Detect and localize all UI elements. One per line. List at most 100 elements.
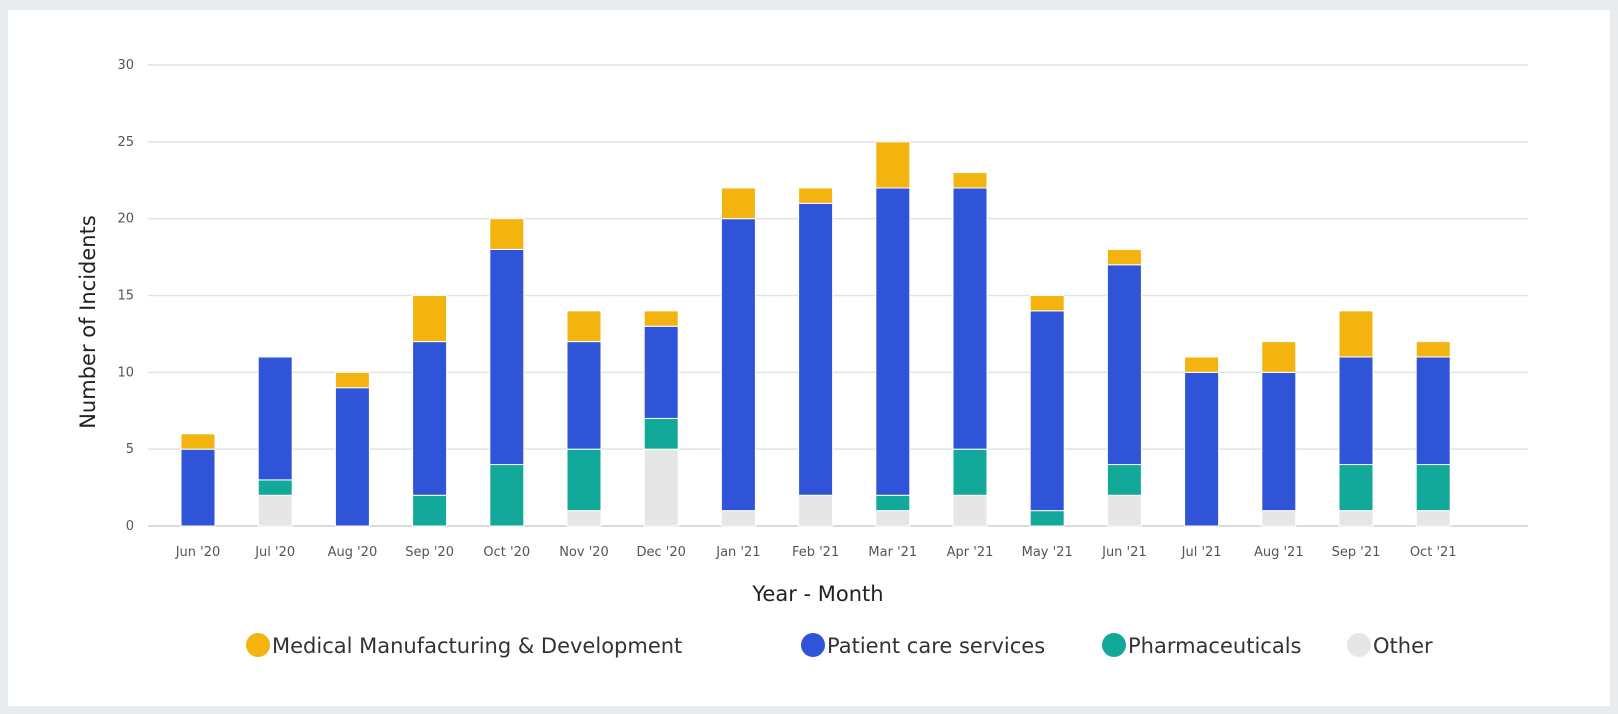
x-tick-label: Oct '20 [483,545,530,560]
bar-segment-pharmaceuticals [1029,510,1065,527]
bar-segment-other [257,494,293,527]
bar-segment-pharmaceuticals [1338,464,1374,512]
bar-segment-other [566,510,602,527]
legend-swatch [1102,633,1126,657]
x-tick-label: Sep '20 [405,545,454,560]
legend-label: Patient care services [827,634,1045,658]
x-tick-label: Mar '21 [868,545,917,560]
legend-label: Other [1373,634,1433,658]
chart-panel: 0 5 10 15 20 25 30 Jun '20 Jul '20 Aug '20 Sep '2… [8,10,1610,706]
y-tick-labels: 0 5 10 15 20 25 30 [117,58,134,534]
x-tick-label: Sep '21 [1332,545,1381,560]
bar-segment-medical-manufacturing-and-development [1029,295,1065,312]
y-tick-label: 5 [126,442,134,457]
bar-segment-patient-care-services [875,187,911,496]
legend-label: Medical Manufacturing & Development [272,634,682,658]
legend-swatch [801,633,825,657]
bar-segment-medical-manufacturing-and-development [489,218,525,250]
x-tick-label: Jul '21 [1181,545,1222,560]
bar-segment-pharmaceuticals [1415,464,1451,512]
x-tick-label: Apr '21 [947,545,994,560]
bar-segment-patient-care-services [798,202,834,496]
bar-segment-pharmaceuticals [1106,464,1142,496]
x-tick-label: Aug '21 [1254,545,1304,560]
bar-segment-pharmaceuticals [412,494,448,527]
bar-segment-pharmaceuticals [257,479,293,496]
legend-label: Pharmaceuticals [1128,634,1301,658]
bar-segment-other [1415,510,1451,527]
x-tick-label: Aug '20 [328,545,378,560]
bar-segment-pharmaceuticals [875,494,911,512]
bar-segment-patient-care-services [566,341,602,450]
bar-segment-patient-care-services [1338,356,1374,466]
bar-segment-patient-care-services [643,325,679,419]
x-tick-label: Feb '21 [792,545,839,560]
bar-segment-medical-manufacturing-and-development [1338,310,1374,358]
x-tick-label: Jul '20 [254,545,295,560]
x-tick-labels: Jun '20 Jul '20 Aug '20 Sep '20 Oct '20 Nov '… [175,545,1457,560]
x-tick-label: Jun '20 [175,545,221,560]
bar-segment-medical-manufacturing-and-development [412,295,448,343]
bar-segment-medical-manufacturing-and-development [1184,356,1220,373]
bar-segment-medical-manufacturing-and-development [875,141,911,189]
y-tick-label: 15 [117,289,134,304]
bar-segment-other [643,448,679,527]
bar-segment-pharmaceuticals [952,448,988,496]
bar-segment-patient-care-services [334,387,370,527]
legend-item-pharmaceuticals: Pharmaceuticals [1102,633,1301,658]
bar-segment-medical-manufacturing-and-development [720,187,756,220]
bar-segment-patient-care-services [1415,356,1451,466]
legend-item-other: Other [1347,633,1433,658]
bar-segment-patient-care-services [952,187,988,450]
bar-segment-medical-manufacturing-and-development [952,172,988,189]
legend: Medical Manufacturing & Development Patie… [246,633,1433,658]
y-tick-label: 0 [126,519,134,534]
bar-segment-other [952,494,988,527]
bar-segment-other [720,510,756,527]
x-tick-label: May '21 [1022,545,1073,560]
bar-segment-medical-manufacturing-and-development [566,310,602,343]
x-axis-title: Year - Month [751,582,883,606]
bar-segment-medical-manufacturing-and-development [798,187,834,204]
bar-segment-medical-manufacturing-and-development [180,433,216,450]
bar-segment-patient-care-services [1184,371,1220,527]
bar-segment-medical-manufacturing-and-development [1106,248,1142,266]
y-axis-title: Number of Incidents [76,215,100,429]
bars [180,141,1451,527]
bar-segment-patient-care-services [412,341,448,496]
bar-segment-patient-care-services [1029,310,1065,512]
bar-segment-medical-manufacturing-and-development [334,371,370,389]
bar-segment-patient-care-services [1261,371,1297,512]
bar-segment-other [1338,510,1374,527]
bar-segment-other [1106,494,1142,527]
bar-segment-patient-care-services [1106,264,1142,466]
bar-segment-patient-care-services [257,356,293,481]
legend-swatch [246,633,270,657]
y-tick-label: 20 [117,212,134,227]
bar-segment-pharmaceuticals [489,464,525,527]
bar-segment-patient-care-services [720,218,756,512]
bar-segment-pharmaceuticals [643,417,679,450]
x-tick-label: Jun '21 [1101,545,1147,560]
x-tick-label: Oct '21 [1410,545,1457,560]
x-tick-label: Dec '20 [636,545,685,560]
y-tick-label: 25 [117,135,134,150]
legend-item-patient-care-services: Patient care services [801,633,1045,658]
bar-segment-medical-manufacturing-and-development [643,310,679,327]
legend-item-medical-manufacturing-and-development: Medical Manufacturing & Development [246,633,682,658]
bar-segment-other [798,494,834,527]
bar-segment-pharmaceuticals [566,448,602,512]
bar-segment-medical-manufacturing-and-development [1415,341,1451,358]
x-tick-label: Jan '21 [715,545,760,560]
legend-swatch [1347,633,1371,657]
bar-segment-patient-care-services [489,248,525,466]
stacked-bar-chart: 0 5 10 15 20 25 30 Jun '20 Jul '20 Aug '20 Sep '2… [76,58,1528,658]
y-tick-label: 10 [117,365,134,380]
y-tick-label: 30 [117,58,134,73]
bar-segment-other [875,510,911,527]
bar-segment-other [1261,510,1297,527]
bar-segment-medical-manufacturing-and-development [1261,341,1297,373]
x-tick-label: Nov '20 [559,545,609,560]
bar-segment-patient-care-services [180,448,216,527]
gridlines [148,64,1528,527]
